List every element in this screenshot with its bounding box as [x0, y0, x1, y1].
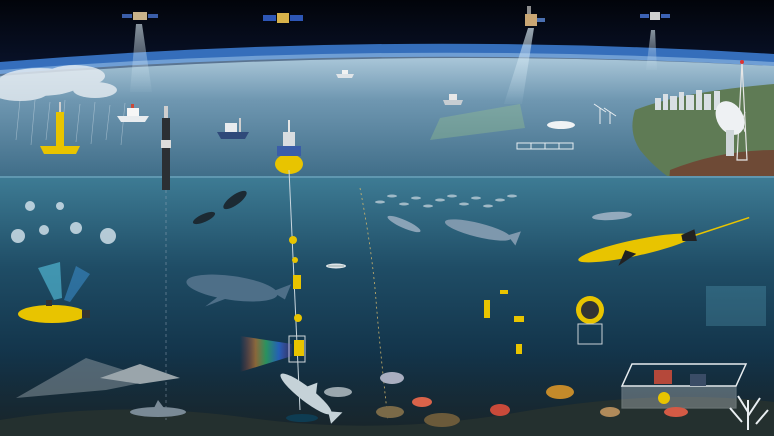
fish-school — [375, 194, 517, 208]
ship-icon — [217, 118, 249, 139]
light-spectrum — [240, 336, 292, 372]
satellite-icon — [122, 12, 158, 20]
whale-icon — [186, 274, 292, 307]
glider-icon — [326, 263, 346, 269]
dolphin-icon — [192, 211, 216, 225]
seafloor-node-icon — [576, 296, 604, 345]
buoy-icon — [161, 106, 171, 190]
radar-dish-icon — [715, 101, 745, 156]
coral-icon — [729, 395, 769, 430]
shark-icon — [130, 400, 186, 417]
jellyfish-icon — [11, 201, 116, 244]
wind-turbines — [593, 103, 617, 124]
dolphin-icon — [592, 211, 632, 221]
satellite-beam — [130, 24, 152, 92]
manta-ray-icon — [16, 358, 156, 398]
camera-frustum — [706, 286, 766, 326]
satellite-beam — [646, 30, 657, 70]
satellite-icon — [263, 13, 303, 23]
seafloor-cable — [359, 187, 389, 421]
seafloor-node-icon — [484, 290, 524, 354]
shark-icon — [280, 373, 343, 424]
buoy-icon — [40, 102, 80, 154]
aquaculture-pen — [516, 142, 574, 150]
satellite-icon — [525, 6, 545, 26]
sensor-string — [289, 236, 304, 356]
ship-icon — [443, 94, 463, 105]
satellite-icon — [640, 12, 670, 20]
auv-icon — [18, 300, 90, 323]
ship-icon — [336, 70, 354, 78]
buoy-icon — [275, 120, 303, 174]
ship-icon — [117, 104, 149, 122]
seafloor-ridge — [0, 396, 774, 436]
sonar-beam — [38, 262, 62, 300]
ship-icon — [547, 121, 575, 129]
manta-ray-icon — [100, 364, 180, 384]
dolphin-icon — [223, 190, 247, 210]
satellite-footprint — [430, 104, 525, 140]
dolphin-icon — [387, 215, 421, 233]
seafloor-node-icon — [620, 363, 748, 409]
glider-icon — [578, 216, 750, 266]
sea-surface — [0, 58, 774, 178]
clouds — [0, 65, 117, 101]
city-buildings — [655, 90, 720, 110]
dolphin-icon — [444, 219, 521, 246]
anchor-base — [286, 414, 318, 422]
sonar-beam — [64, 266, 90, 302]
atmosphere-limb — [0, 43, 774, 74]
satellite-beam — [504, 28, 534, 104]
fish-icon — [324, 372, 688, 427]
mooring-line — [288, 169, 301, 411]
